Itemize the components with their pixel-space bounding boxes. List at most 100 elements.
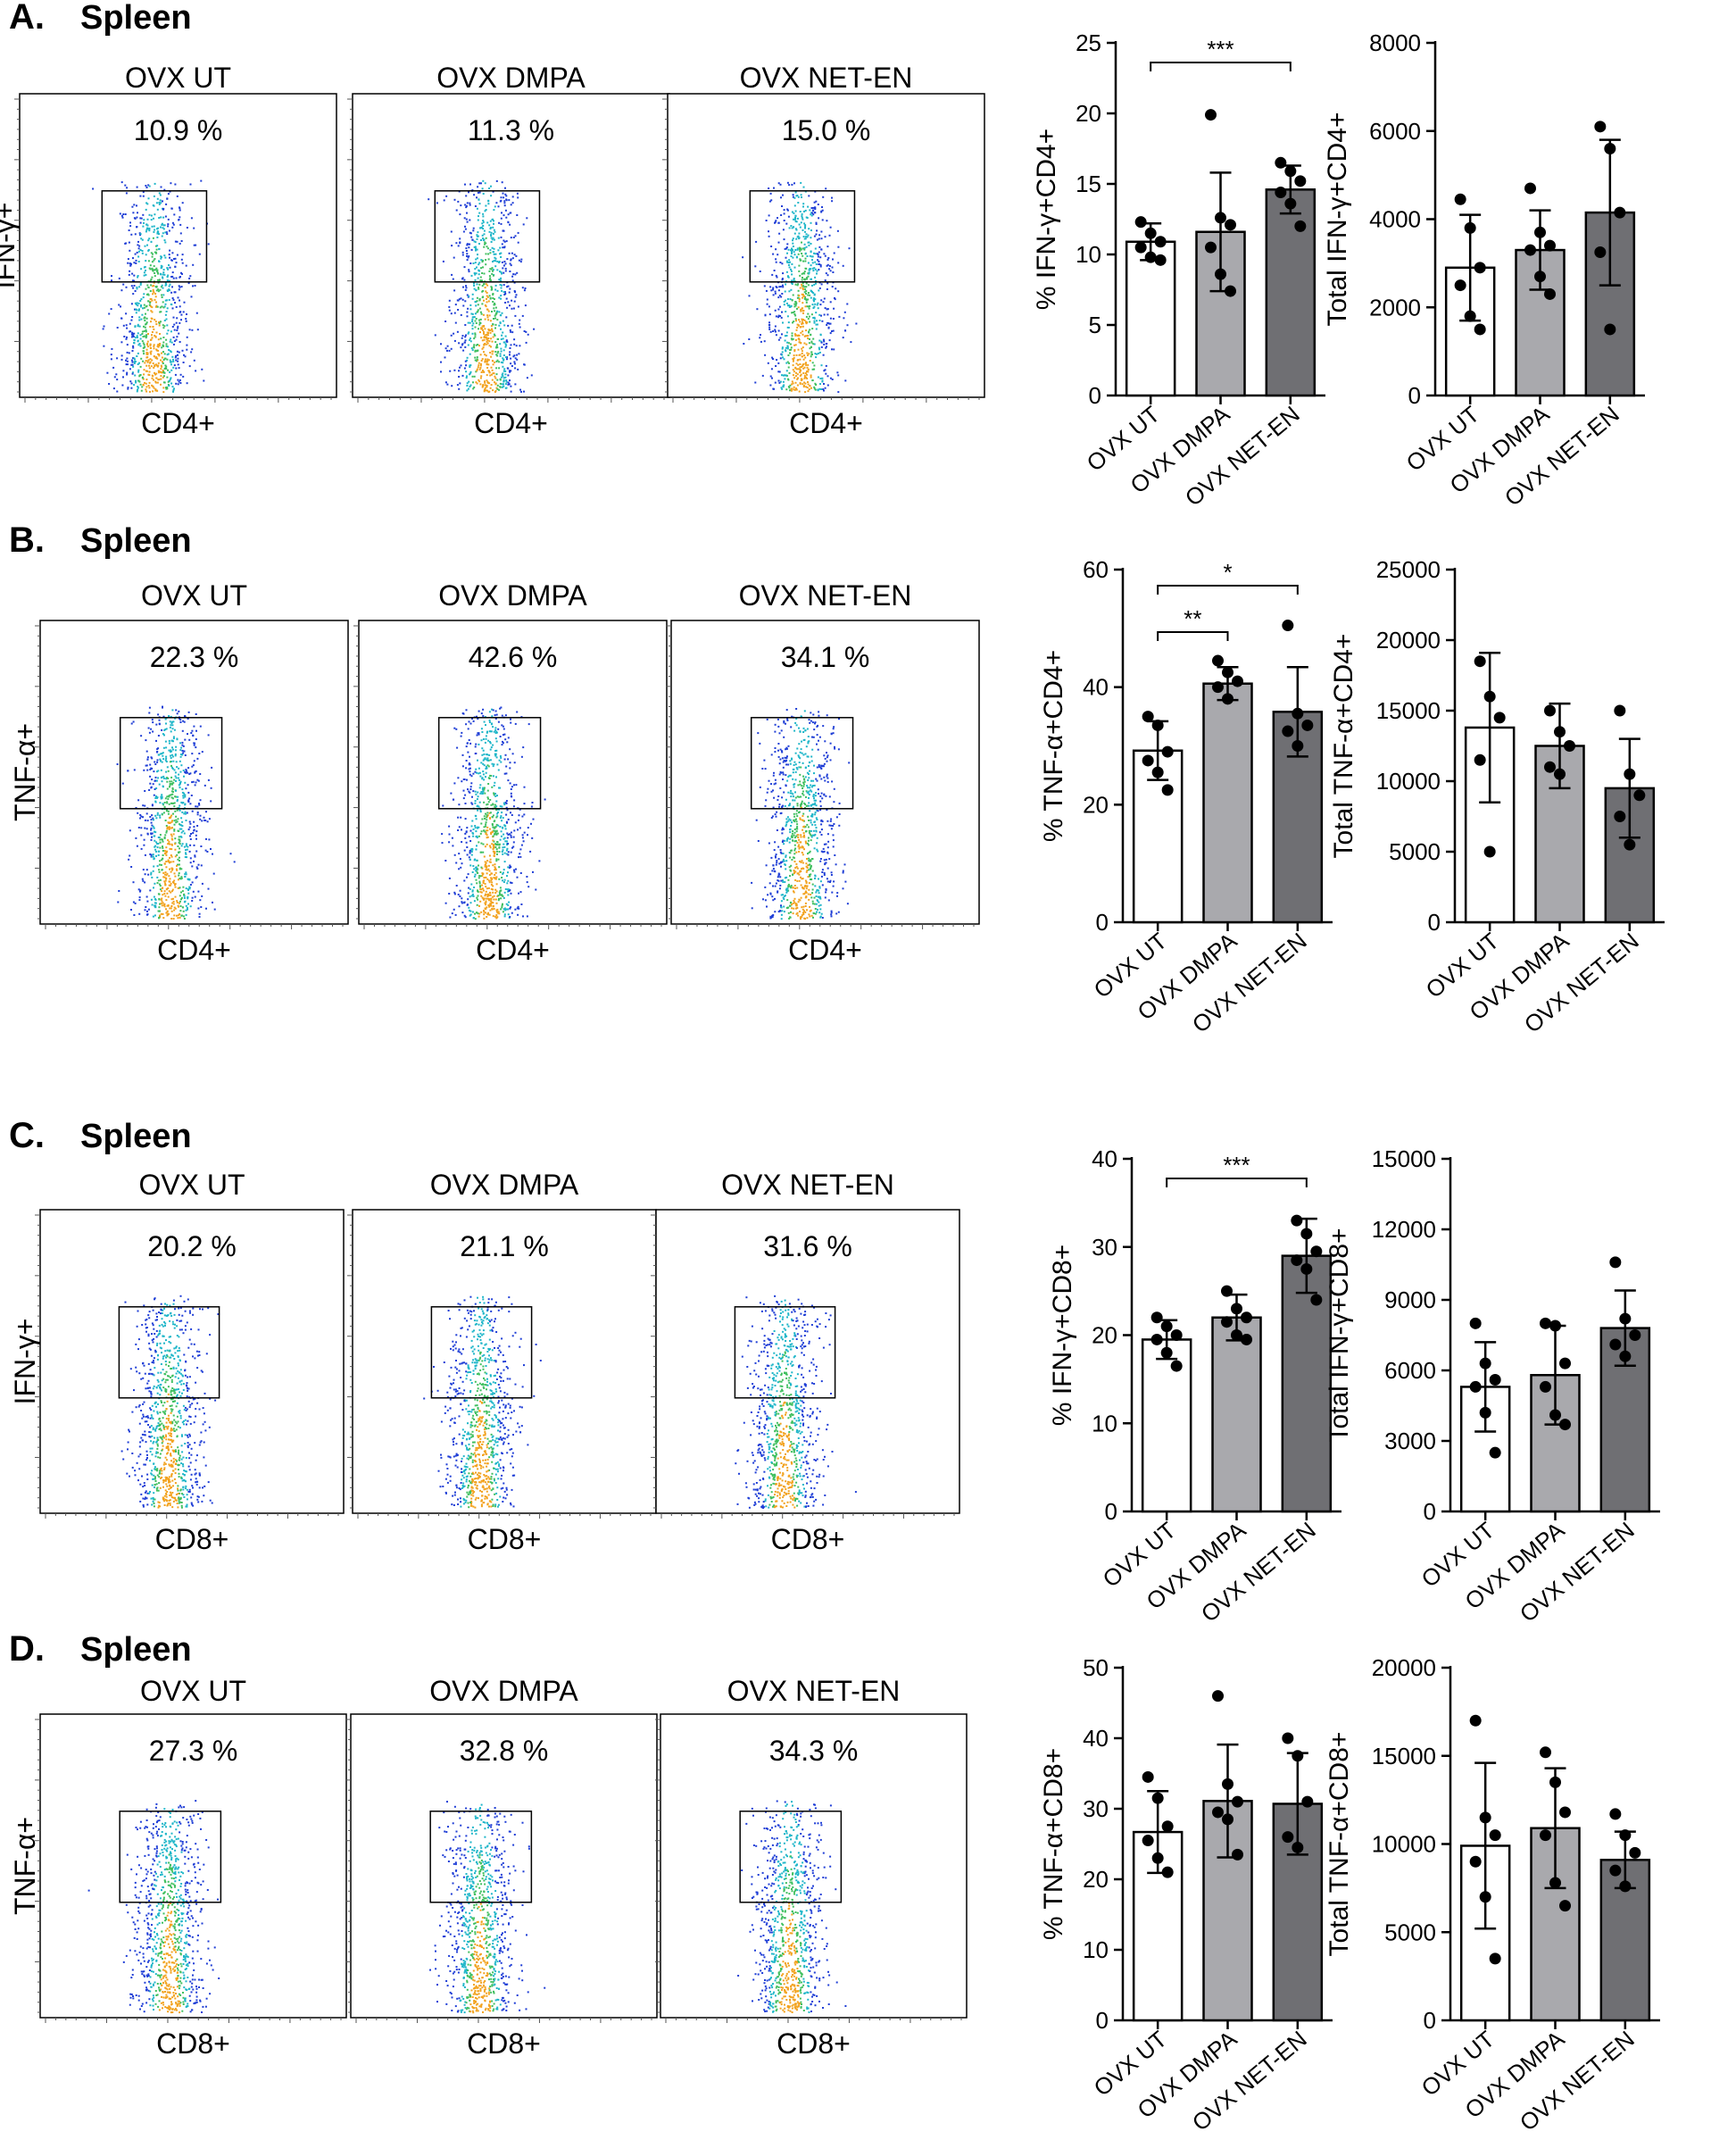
- flow-event: [143, 325, 145, 328]
- flow-event: [492, 835, 494, 837]
- flow-event: [138, 319, 141, 321]
- flow-event: [493, 820, 495, 823]
- flow-event: [153, 355, 155, 358]
- flow-event: [180, 831, 183, 834]
- flow-event: [155, 377, 158, 379]
- flow-event: [490, 286, 493, 288]
- flow-event: [173, 769, 176, 771]
- flow-event: [123, 336, 126, 337]
- flow-event: [794, 210, 797, 212]
- flow-event: [467, 387, 469, 390]
- flow-event: [482, 889, 485, 892]
- flow-event: [818, 348, 821, 351]
- flow-event: [517, 819, 519, 821]
- flow-event: [151, 255, 154, 258]
- flow-event: [479, 885, 481, 887]
- flow-event: [804, 224, 807, 227]
- flow-event: [178, 914, 180, 917]
- flow-event: [180, 914, 183, 917]
- flow-event: [503, 271, 505, 274]
- flow-event: [487, 300, 490, 303]
- flow-event: [495, 346, 497, 349]
- flow-event: [146, 361, 149, 363]
- flow-event: [822, 354, 825, 356]
- flow-event: [151, 331, 154, 333]
- flow-event: [170, 730, 172, 733]
- flow-event: [475, 258, 478, 261]
- flow-event: [162, 362, 164, 364]
- flow-event: [781, 262, 784, 265]
- flow-event: [486, 834, 488, 837]
- flow-event: [494, 341, 497, 344]
- flow-event: [129, 270, 131, 272]
- flow-event: [177, 818, 179, 820]
- flow-event: [160, 267, 162, 270]
- flow-event: [503, 896, 505, 899]
- flow-event: [472, 865, 475, 867]
- flow-event: [195, 738, 197, 740]
- flow-event: [137, 255, 140, 258]
- flow-event: [147, 197, 150, 200]
- flow-event: [187, 908, 188, 911]
- flow-event: [124, 184, 127, 187]
- flow-event: [487, 258, 490, 261]
- flow-event: [810, 255, 813, 258]
- flow-event: [144, 790, 146, 792]
- flow-event: [169, 843, 171, 845]
- flow-event: [466, 846, 469, 848]
- flow-event: [843, 317, 845, 320]
- flow-event: [161, 235, 163, 237]
- flow-event: [182, 915, 185, 918]
- flow-event: [489, 861, 492, 863]
- flow-event: [135, 312, 137, 314]
- flow-event: [807, 390, 810, 393]
- flow-event: [488, 905, 491, 908]
- flow-event: [489, 774, 492, 777]
- flow-event: [471, 328, 474, 330]
- flow-event: [479, 875, 482, 878]
- flow-event: [191, 765, 194, 768]
- flow-event: [486, 731, 488, 734]
- flow-event: [499, 826, 502, 828]
- flow-event: [126, 373, 129, 376]
- flow-event: [466, 221, 469, 223]
- flow-event: [126, 336, 128, 338]
- flow-event: [174, 883, 177, 886]
- flow-event: [169, 370, 171, 373]
- flow-event: [133, 274, 136, 277]
- flow-event: [494, 732, 497, 735]
- flow-event: [506, 306, 509, 309]
- flow-event: [463, 279, 466, 281]
- flow-event: [828, 322, 831, 325]
- flow-event: [485, 903, 487, 906]
- flow-event: [161, 223, 163, 226]
- flow-event: [151, 299, 154, 302]
- flow-event: [797, 334, 800, 337]
- flow-event: [171, 297, 174, 299]
- flow-event: [145, 348, 148, 351]
- flow-event: [820, 341, 823, 344]
- flow-event: [810, 355, 812, 358]
- flow-event: [501, 284, 503, 287]
- flow-event: [787, 327, 790, 329]
- flow-event: [479, 809, 482, 812]
- flow-event: [159, 753, 162, 755]
- flow-event: [775, 286, 777, 288]
- flow-event: [480, 762, 483, 764]
- flow-event: [148, 364, 150, 367]
- flow-event: [815, 263, 818, 265]
- flow-event: [137, 309, 140, 312]
- flow-event: [170, 898, 173, 901]
- flow-event: [499, 893, 501, 895]
- flow-event: [158, 279, 161, 282]
- flow-event: [182, 886, 185, 888]
- flow-event: [795, 368, 798, 370]
- flow-event: [463, 849, 466, 852]
- flow-event: [793, 356, 795, 359]
- flow-event: [167, 887, 170, 889]
- flow-event: [478, 743, 480, 745]
- flow-event: [487, 329, 490, 330]
- flow-event: [801, 322, 803, 325]
- flow-event: [169, 847, 171, 850]
- flow-event: [162, 369, 164, 371]
